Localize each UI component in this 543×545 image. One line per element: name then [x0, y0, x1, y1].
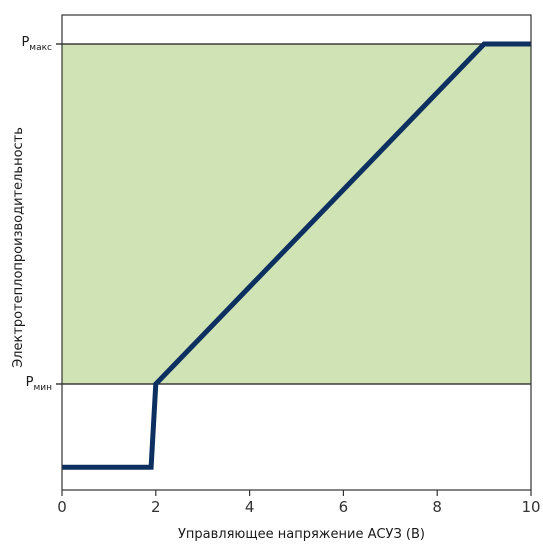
pmin-label-main: P: [26, 375, 34, 390]
series-line: [62, 41, 531, 470]
y-axis-title: Электротеплопроизводительность: [11, 127, 26, 368]
x-tick-label: 10: [521, 498, 540, 516]
pmax-label-sub: макс: [29, 43, 52, 53]
pmin-label: Pмин: [26, 375, 52, 393]
plot-frame: [61, 14, 532, 491]
x-tick-label: 2: [151, 498, 161, 516]
x-tick-label: 8: [432, 498, 442, 516]
x-axis-title: Управляющее напряжение АСУЗ (В): [178, 527, 425, 542]
pmin-label-sub: мин: [33, 383, 52, 393]
x-tick-label: 0: [57, 498, 67, 516]
pmax-label: Pмакс: [21, 35, 52, 53]
operating-band: [62, 44, 531, 384]
pmax-label-main: P: [21, 35, 29, 50]
x-ticks: 0 2 4 6 8 10: [57, 490, 541, 516]
x-tick-label: 6: [339, 498, 349, 516]
x-tick-label: 4: [245, 498, 255, 516]
